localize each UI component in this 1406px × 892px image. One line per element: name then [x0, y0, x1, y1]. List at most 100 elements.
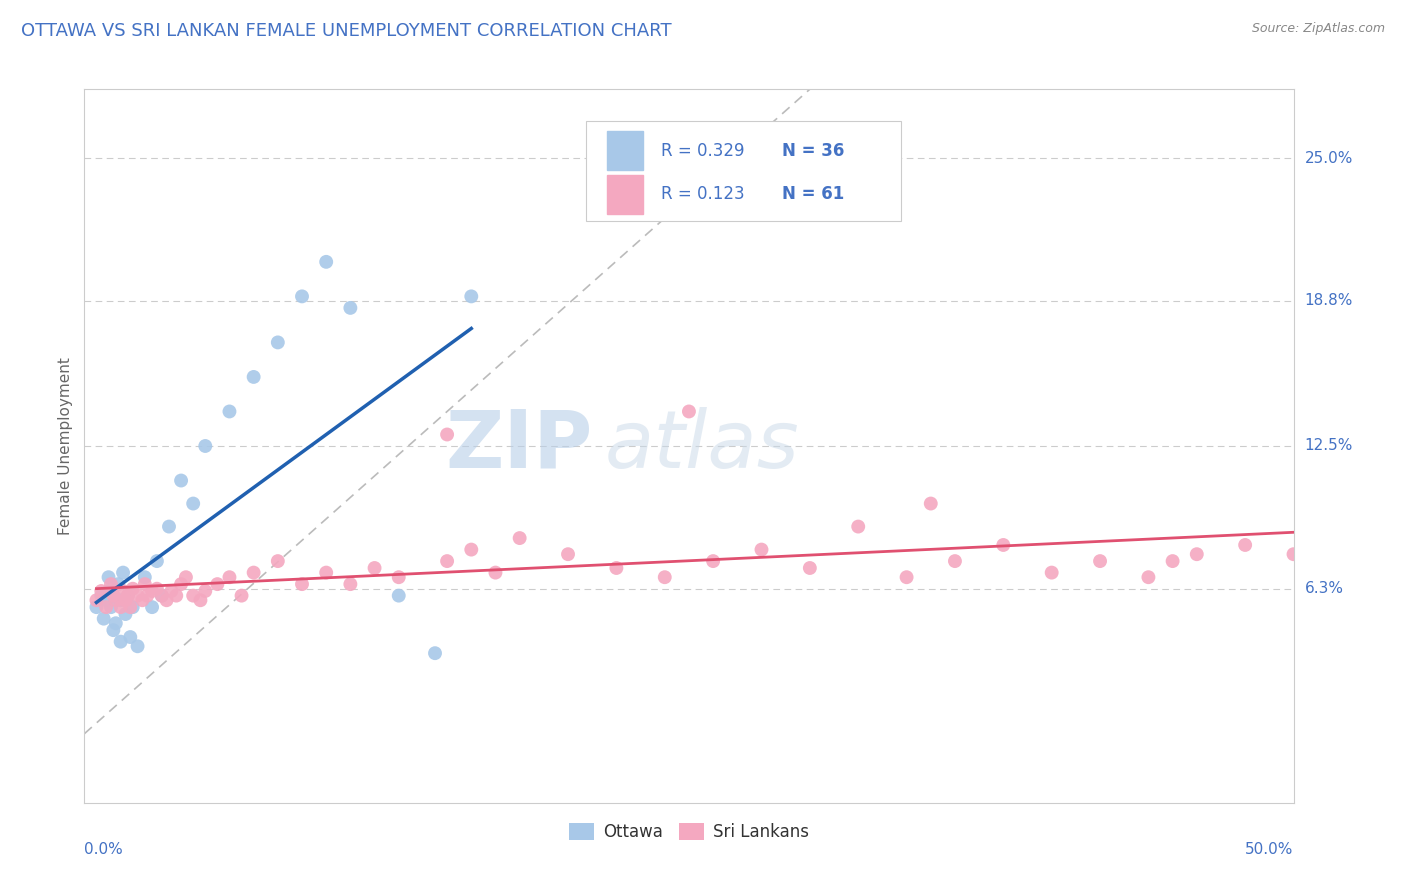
Point [920, 497, 942, 511]
Point [557, 547, 579, 561]
Point [157, 519, 180, 533]
Point [181, 589, 204, 603]
FancyBboxPatch shape [607, 175, 643, 214]
Point [94, 593, 117, 607]
Point [141, 600, 163, 615]
Point [90, 584, 112, 599]
Point [160, 584, 183, 599]
Text: N = 36: N = 36 [782, 142, 845, 160]
Text: Source: ZipAtlas.com: Source: ZipAtlas.com [1251, 22, 1385, 36]
Point [127, 589, 149, 603]
Point [121, 600, 143, 615]
Point [117, 589, 139, 603]
Point [112, 566, 135, 580]
Point [943, 554, 966, 568]
Point [1161, 554, 1184, 568]
Y-axis label: Female Unemployment: Female Unemployment [58, 357, 73, 535]
Point [605, 561, 627, 575]
Point [131, 593, 153, 607]
Point [218, 404, 240, 418]
Point [423, 646, 446, 660]
Point [436, 554, 458, 568]
Point [146, 582, 169, 596]
Point [678, 404, 700, 418]
Point [86, 600, 108, 615]
Point [104, 593, 127, 607]
Point [363, 561, 385, 575]
Point [103, 623, 125, 637]
Point [267, 335, 290, 350]
Point [702, 554, 724, 568]
Point [146, 554, 169, 568]
Point [107, 577, 129, 591]
Point [194, 584, 217, 599]
Point [97, 584, 120, 599]
Point [110, 634, 132, 648]
Text: 6.3%: 6.3% [1305, 582, 1344, 596]
Point [896, 570, 918, 584]
FancyBboxPatch shape [607, 131, 643, 170]
Point [194, 439, 217, 453]
Point [181, 497, 204, 511]
Point [339, 301, 361, 315]
Text: R = 0.329: R = 0.329 [661, 142, 745, 160]
Point [1234, 538, 1257, 552]
Point [110, 593, 132, 607]
Point [117, 589, 139, 603]
Point [315, 255, 337, 269]
Point [190, 593, 212, 607]
Point [170, 577, 193, 591]
Point [103, 589, 125, 603]
Text: 0.0%: 0.0% [84, 842, 124, 856]
Point [136, 589, 159, 603]
Point [291, 577, 314, 591]
Point [1185, 547, 1208, 561]
Point [207, 577, 229, 591]
Point [509, 531, 531, 545]
Point [388, 570, 411, 584]
Point [339, 577, 361, 591]
Text: ZIP: ZIP [444, 407, 592, 485]
Point [165, 589, 187, 603]
Point [1137, 570, 1160, 584]
Point [460, 542, 482, 557]
Point [1040, 566, 1063, 580]
Point [120, 630, 142, 644]
Point [993, 538, 1015, 552]
Point [846, 519, 869, 533]
Point [484, 566, 506, 580]
Point [100, 600, 122, 615]
Point [112, 584, 135, 599]
Point [121, 582, 143, 596]
Point [134, 577, 156, 591]
Point [103, 589, 125, 603]
Point [436, 427, 458, 442]
Point [291, 289, 314, 303]
Legend: Ottawa, Sri Lankans: Ottawa, Sri Lankans [562, 816, 815, 848]
Point [114, 593, 136, 607]
Point [150, 589, 173, 603]
Point [127, 640, 149, 654]
Point [120, 600, 142, 615]
Point [267, 554, 290, 568]
Point [218, 570, 240, 584]
Point [1088, 554, 1111, 568]
Point [799, 561, 821, 575]
Point [174, 570, 197, 584]
FancyBboxPatch shape [586, 121, 901, 221]
Point [100, 577, 122, 591]
Point [90, 589, 112, 603]
Point [93, 612, 115, 626]
Point [104, 616, 127, 631]
Point [110, 600, 132, 615]
Point [751, 542, 773, 557]
Point [97, 570, 120, 584]
Point [1282, 547, 1305, 561]
Point [315, 566, 337, 580]
Text: 25.0%: 25.0% [1305, 151, 1353, 166]
Point [150, 589, 173, 603]
Text: 18.8%: 18.8% [1305, 293, 1353, 309]
Text: R = 0.123: R = 0.123 [661, 186, 745, 203]
Text: 12.5%: 12.5% [1305, 439, 1353, 453]
Point [231, 589, 253, 603]
